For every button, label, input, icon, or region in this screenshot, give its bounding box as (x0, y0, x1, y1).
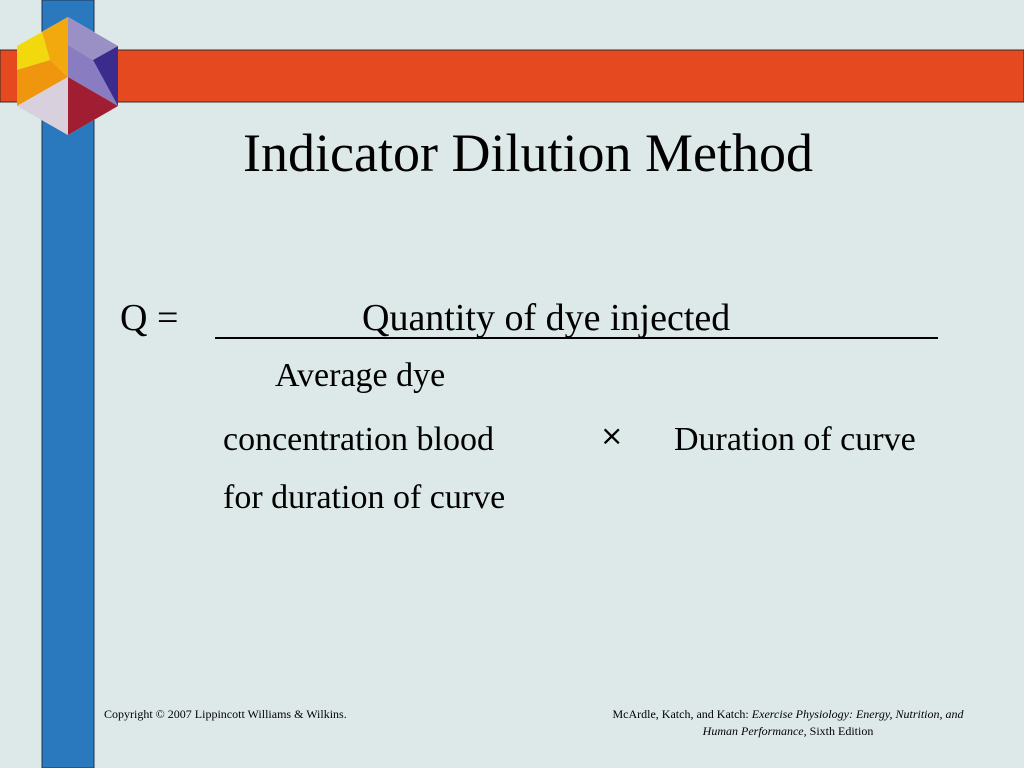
formula-multiplier: Duration of curve (674, 421, 916, 458)
formula-lhs: Q = (120, 297, 179, 339)
orange-band (0, 49, 1024, 103)
denominator-line: concentration blood (223, 421, 494, 458)
cube-logo (17, 17, 118, 135)
slide-title: Indicator Dilution Method (243, 123, 813, 183)
citation-edition: Sixth Edition (809, 724, 874, 738)
formula-operator: × (600, 419, 624, 452)
citation: McArdle, Katch, and Katch: Exercise Phys… (612, 706, 964, 740)
denominator-line: Average dye (275, 357, 446, 394)
citation-authors: McArdle, Katch, and Katch: (612, 707, 749, 721)
copyright: Copyright © 2007 Lippincott Williams & W… (104, 707, 347, 721)
formula-numerator: Quantity of dye injected (362, 297, 731, 339)
citation-book: Exercise Physiology: Energy, Nutrition, … (702, 707, 964, 738)
denominator-line: for duration of curve (223, 479, 506, 516)
